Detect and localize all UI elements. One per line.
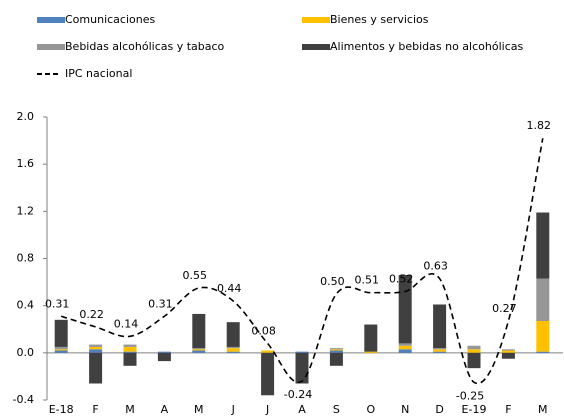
bar <box>123 346 137 352</box>
bar <box>467 345 481 350</box>
y-tick-label: -0.4 <box>13 393 34 406</box>
bar <box>433 351 447 353</box>
legend-swatch <box>302 17 330 23</box>
x-tick-label: A <box>298 403 306 416</box>
x-tick-label: A <box>161 403 169 416</box>
x-tick-label: M <box>194 403 204 416</box>
bar <box>536 351 550 353</box>
x-tick-label: F <box>92 403 98 416</box>
legend-label: Bebidas alcohólicas y tabaco <box>65 40 225 53</box>
bar <box>261 350 275 353</box>
legend-swatch <box>37 44 65 50</box>
bar <box>54 346 68 350</box>
data-label: 0.51 <box>355 274 380 287</box>
data-label: -0.25 <box>456 389 484 402</box>
bar <box>467 352 481 369</box>
bar <box>89 352 103 384</box>
y-tick-label: 1.2 <box>17 204 35 217</box>
bar <box>261 352 275 396</box>
data-label: 0.14 <box>114 317 139 330</box>
bar <box>89 346 103 350</box>
bar <box>89 344 103 347</box>
legend-swatch <box>37 17 65 23</box>
x-tick-label: D <box>435 403 443 416</box>
legend-label: IPC nacional <box>65 67 132 80</box>
bar <box>501 350 515 353</box>
bar <box>398 349 412 353</box>
data-label: 0.22 <box>79 308 104 321</box>
bar <box>295 351 309 353</box>
bar <box>398 275 412 344</box>
bar <box>329 349 343 351</box>
data-label: 0.50 <box>320 275 345 288</box>
x-tick-label: M <box>538 403 548 416</box>
legend-label: Bienes y servicios <box>330 13 429 26</box>
bar <box>295 352 309 384</box>
data-label: 0.44 <box>217 282 242 295</box>
bar <box>157 352 171 362</box>
x-tick-label: J <box>231 403 235 416</box>
bar <box>226 348 240 352</box>
bar <box>433 348 447 350</box>
data-label: 0.55 <box>183 269 208 282</box>
data-label: 0.63 <box>423 260 448 273</box>
x-tick-label: M <box>125 403 135 416</box>
data-label: 0.31 <box>148 297 173 310</box>
bar <box>226 351 240 353</box>
bar <box>329 352 343 366</box>
bar <box>433 304 447 349</box>
data-label: 0.52 <box>389 273 414 286</box>
data-label: -0.24 <box>284 388 312 401</box>
x-tick-label: E-18 <box>49 403 74 416</box>
bar <box>123 351 137 353</box>
bar <box>123 352 137 366</box>
x-tick-label: O <box>366 403 375 416</box>
line <box>60 138 544 385</box>
data-label: 0.27 <box>492 302 517 315</box>
bar <box>192 348 206 350</box>
y-tick-label: 2.0 <box>17 110 35 123</box>
x-tick-label: J <box>265 403 269 416</box>
bar <box>433 349 447 352</box>
bar <box>329 350 343 353</box>
bar <box>364 324 378 352</box>
data-label: 0.08 <box>251 324 276 337</box>
bar <box>226 322 240 347</box>
bar <box>536 212 550 279</box>
x-tick-label: N <box>401 403 409 416</box>
y-tick-label: 0.4 <box>17 299 35 312</box>
legend-label: Alimentos y bebidas no alcohólicas <box>330 40 523 53</box>
bar <box>157 351 171 353</box>
bar <box>329 348 343 350</box>
y-tick-label: 0.8 <box>17 252 35 265</box>
bar <box>192 349 206 351</box>
bar <box>364 351 378 353</box>
bar <box>192 313 206 349</box>
bar <box>398 343 412 346</box>
bar <box>501 349 515 351</box>
x-tick-label: E-19 <box>462 403 487 416</box>
legend-swatch <box>302 44 330 50</box>
bar <box>123 344 137 347</box>
bar <box>89 349 103 353</box>
bar <box>536 278 550 321</box>
bar <box>54 349 68 351</box>
data-label: 0.31 <box>45 297 70 310</box>
data-label: 1.82 <box>527 119 552 132</box>
bar <box>54 319 68 347</box>
bar <box>192 350 206 353</box>
bar <box>501 352 515 359</box>
x-tick-label: F <box>505 403 511 416</box>
bar <box>54 350 68 353</box>
bar <box>226 346 240 349</box>
x-tick-label: S <box>333 403 340 416</box>
bar <box>398 345 412 350</box>
bar <box>467 349 481 353</box>
bar <box>536 320 550 352</box>
y-tick-label: 1.6 <box>17 157 35 170</box>
y-tick-label: 0.0 <box>17 346 35 359</box>
legend-label: Comunicaciones <box>65 13 155 26</box>
